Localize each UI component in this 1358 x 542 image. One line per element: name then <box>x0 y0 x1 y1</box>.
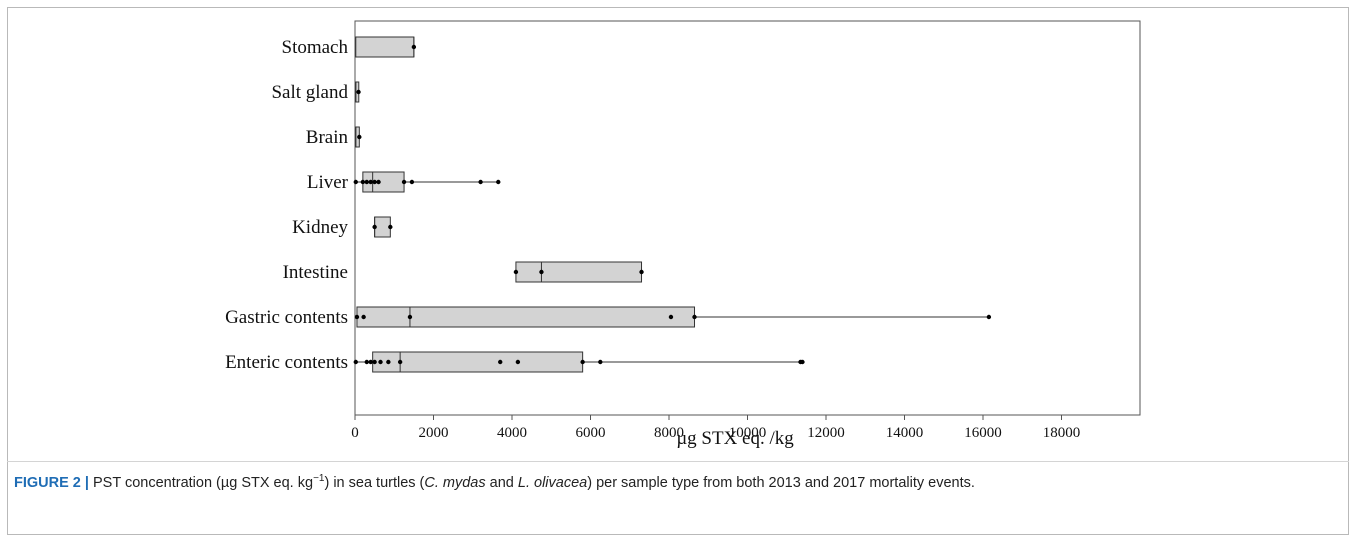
figure-label: FIGURE 2 | <box>14 475 89 491</box>
box-group-salt-gland <box>355 81 361 103</box>
box-group-enteric-contents <box>353 351 805 373</box>
data-point-enteric-contents-12 <box>800 359 805 365</box>
box-group-intestine <box>513 261 644 283</box>
y-tick-label-brain: Brain <box>306 127 349 148</box>
y-tick-label-kidney: Kidney <box>292 217 348 238</box>
y-tick-label-enteric-contents: Enteric contents <box>225 352 348 373</box>
y-tick-label-intestine: Intestine <box>283 262 348 283</box>
caption-superscript: −1 <box>313 473 325 485</box>
x-tick-label-14000: 14000 <box>886 425 924 441</box>
data-point-intestine-1 <box>539 269 544 275</box>
data-point-intestine-2 <box>639 269 644 275</box>
data-point-liver-2 <box>364 179 369 185</box>
box-gastric-contents <box>356 306 696 328</box>
data-point-brain-0 <box>357 134 362 140</box>
boxes-layer <box>353 36 992 373</box>
caption-text-4: ) per sample type from both 2013 and 201… <box>587 475 975 491</box>
box-group-stomach <box>355 36 417 58</box>
data-point-gastric-contents-2 <box>407 314 413 320</box>
data-point-enteric-contents-4 <box>378 359 383 365</box>
y-tick-label-gastric-contents: Gastric contents <box>225 307 348 328</box>
x-tick-label-0: 0 <box>351 425 359 441</box>
data-point-enteric-contents-3 <box>372 359 377 365</box>
data-point-liver-4 <box>372 179 377 185</box>
caption-text-1: PST concentration (µg STX eq. kg <box>88 475 314 491</box>
data-point-stomach-0 <box>411 44 417 50</box>
caption-species-2: L. olivacea <box>517 475 588 491</box>
x-tick-label-4000: 4000 <box>497 425 527 441</box>
data-point-kidney-0 <box>372 224 377 230</box>
box-plot-chart: 0 2000 4000 6000 8000 10000 12000 14000 16000 180… <box>225 20 1141 449</box>
box-stomach <box>355 36 415 58</box>
data-point-gastric-contents-0 <box>354 314 360 320</box>
x-tick-label-8000: 8000 <box>654 425 684 441</box>
x-tick-label-10000: 10000 <box>729 425 767 441</box>
data-point-gastric-contents-4 <box>692 314 697 320</box>
caption-text-3: and <box>485 475 518 491</box>
data-point-enteric-contents-6 <box>397 359 403 365</box>
data-point-intestine-0 <box>513 269 519 275</box>
data-point-liver-8 <box>478 179 483 185</box>
data-point-gastric-contents-3 <box>668 314 674 320</box>
data-point-gastric-contents-1 <box>361 314 366 320</box>
y-tick-label-stomach: Stomach <box>282 37 349 58</box>
data-point-liver-7 <box>409 179 415 185</box>
data-point-enteric-contents-0 <box>353 359 358 365</box>
data-point-liver-9 <box>496 179 501 185</box>
x-tick-label-16000: 16000 <box>964 425 1002 441</box>
x-tick-label-18000: 18000 <box>1043 425 1081 441</box>
caption-species-1: C. mydas <box>424 475 486 491</box>
data-point-gastric-contents-5 <box>986 314 992 320</box>
data-point-liver-6 <box>401 179 407 185</box>
caption-divider <box>7 461 1349 462</box>
data-point-enteric-contents-7 <box>498 359 503 365</box>
y-tick-label-salt-gland: Salt gland <box>271 82 348 103</box>
x-axis-title: µg STX eq. /kg <box>676 428 794 449</box>
data-point-enteric-contents-9 <box>580 359 585 365</box>
box-enteric-contents <box>372 351 584 373</box>
data-point-liver-3 <box>368 179 373 185</box>
figure-caption: FIGURE 2 | PST concentration (µg STX eq.… <box>14 474 1334 492</box>
data-point-liver-0 <box>353 179 358 185</box>
data-point-enteric-contents-1 <box>364 359 369 365</box>
caption-text-2: ) in sea turtles ( <box>324 475 425 491</box>
data-point-enteric-contents-5 <box>386 359 391 365</box>
box-kidney <box>374 216 391 238</box>
box-intestine <box>515 261 643 283</box>
data-point-liver-1 <box>360 179 366 185</box>
box-group-brain <box>355 126 362 148</box>
y-axis: Stomach Salt gland Brain Liver Kidney Intesti… <box>225 37 349 373</box>
box-group-liver <box>353 171 501 193</box>
data-point-enteric-contents-2 <box>368 359 373 365</box>
box-group-gastric-contents <box>354 306 992 328</box>
x-tick-label-6000: 6000 <box>576 425 606 441</box>
x-tick-label-2000: 2000 <box>419 425 449 441</box>
x-axis: 0 2000 4000 6000 8000 10000 12000 14000 16000 180… <box>351 415 1080 441</box>
figure-frame <box>7 7 1349 535</box>
y-tick-label-liver: Liver <box>307 172 349 193</box>
data-point-liver-5 <box>376 179 381 185</box>
x-tick-label-12000: 12000 <box>807 425 845 441</box>
box-group-kidney <box>372 216 393 238</box>
data-point-salt-gland-0 <box>356 89 361 95</box>
data-point-kidney-1 <box>388 224 393 230</box>
data-point-enteric-contents-8 <box>515 359 521 365</box>
data-point-enteric-contents-10 <box>598 359 603 365</box>
